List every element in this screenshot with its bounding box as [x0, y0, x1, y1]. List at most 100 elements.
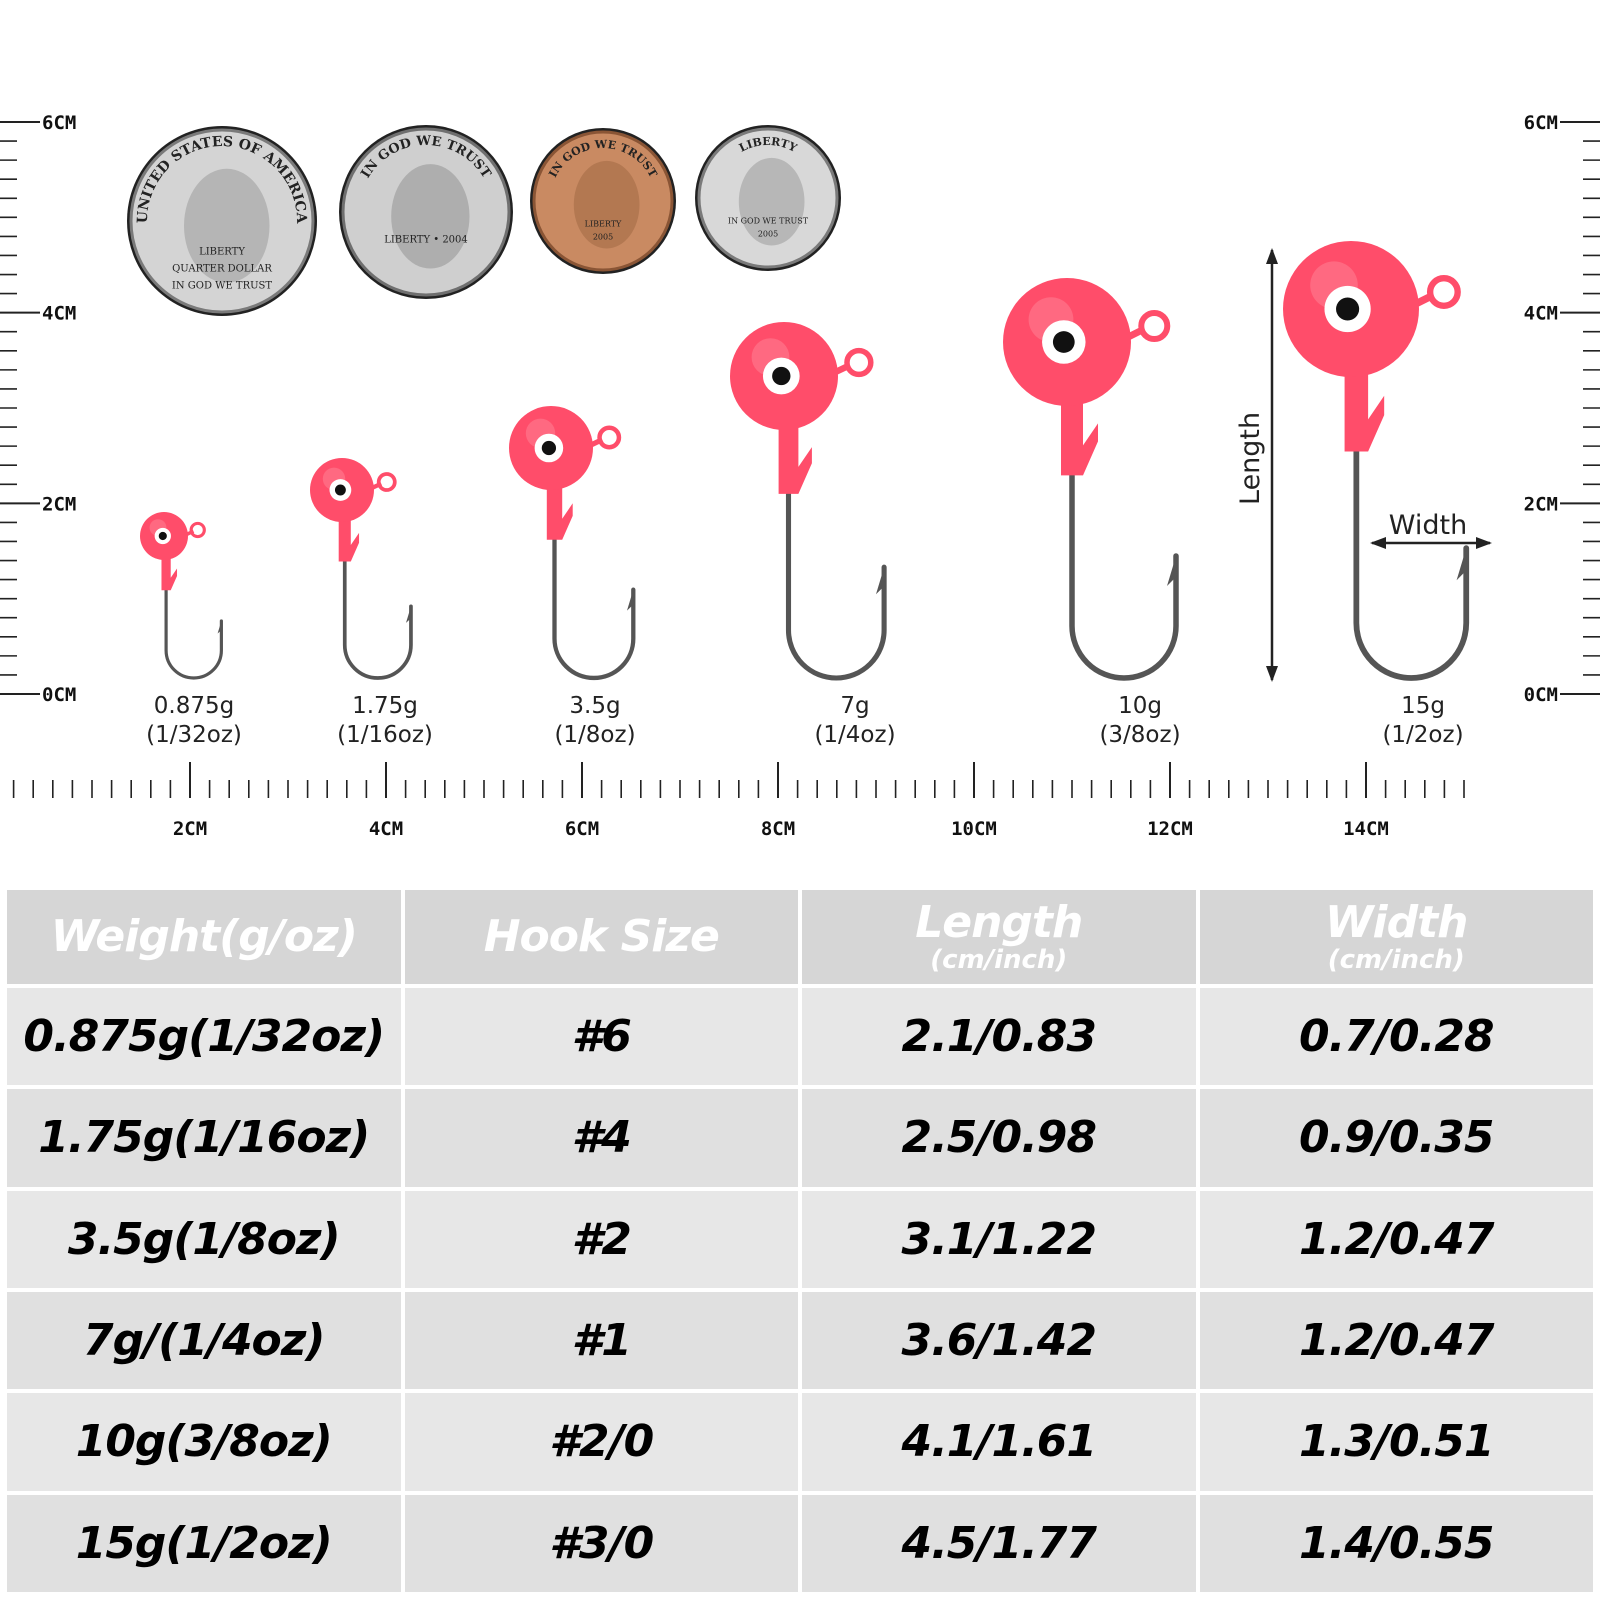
- hook: [342, 559, 413, 680]
- length-label: Length: [1235, 412, 1266, 505]
- ruler-label: 10CM: [951, 818, 997, 840]
- lures: 0.875g (1/32oz) 1.75g (1/16oz) 3.5g (1/8oz) 7g…: [140, 241, 1470, 748]
- jig-collar: [338, 509, 360, 562]
- cell-length: 3.6/1.42: [802, 1291, 1196, 1390]
- table-header-row: Weight(g/oz) Hook Size Length (cm/inch) W…: [7, 890, 1593, 984]
- line-tie-eye: [189, 521, 206, 539]
- cell-weight: 1.75g(1/16oz): [7, 1089, 401, 1187]
- ruler-label: 0CM: [42, 684, 76, 706]
- lure-oz-label: (1/32oz): [146, 722, 242, 748]
- cell-hook-size: #4: [404, 1089, 798, 1187]
- portrait-icon: [738, 157, 805, 246]
- coin-text: IN GOD WE TRUST: [728, 217, 809, 226]
- line-tie-eye: [844, 347, 874, 378]
- coin-text: LIBERTY: [199, 246, 245, 257]
- cell-weight: 0.875g(1/32oz): [7, 988, 401, 1086]
- size-figure: 6CM 4CM 2CM 0CM 6CM 4CM 2CM 0CM 2CM 4CM 6CM 8CM 10…: [0, 112, 1600, 840]
- jig-lure: 0.875g (1/32oz): [140, 512, 242, 748]
- cell-weight: 3.5g(1/8oz): [7, 1190, 401, 1288]
- cell-length: 2.1/0.83: [802, 988, 1196, 1086]
- ruler-label: 2CM: [42, 493, 76, 515]
- portrait-icon: [573, 160, 640, 249]
- jig-lure: 7g (1/4oz): [730, 322, 896, 748]
- coin-dime: LIBERTY IN GOD WE TRUST 2005: [695, 125, 841, 271]
- header-hook-size: Hook Size: [404, 890, 798, 984]
- hook-barb: [876, 567, 886, 595]
- table-row: 7g/(1/4oz) #1 3.6/1.42 1.2/0.47: [7, 1291, 1593, 1390]
- hook: [1353, 448, 1470, 681]
- cell-weight: 10g(3/8oz): [7, 1393, 401, 1491]
- cell-width: 1.3/0.51: [1199, 1393, 1593, 1491]
- portrait-icon: [184, 168, 270, 283]
- hook-barb: [217, 620, 223, 634]
- header-weight: Weight(g/oz): [7, 890, 401, 984]
- ruler-label: 2CM: [1524, 493, 1558, 515]
- cell-length: 4.1/1.61: [802, 1393, 1196, 1491]
- hook: [785, 491, 887, 681]
- header-width: Width (cm/inch): [1199, 890, 1593, 984]
- cell-length: 3.1/1.22: [802, 1190, 1196, 1288]
- coin-text: LIBERTY • 2004: [384, 234, 468, 245]
- ruler-label: 14CM: [1343, 818, 1389, 840]
- coin-text: 2005: [593, 233, 613, 242]
- lure-oz-label: (1/2oz): [1382, 722, 1463, 748]
- cell-hook-size: #3/0: [404, 1494, 798, 1592]
- hook: [552, 537, 636, 681]
- width-dimension: Width: [1370, 510, 1492, 549]
- coin-text: QUARTER DOLLAR: [172, 263, 272, 274]
- ruler-label: 2CM: [173, 818, 207, 840]
- cell-hook-size: #6: [404, 988, 798, 1086]
- ruler-label: 4CM: [1524, 303, 1558, 325]
- lure-oz-label: (1/16oz): [337, 722, 433, 748]
- coin-text: IN GOD WE TRUST: [172, 280, 272, 291]
- ruler-label: 0CM: [1524, 684, 1558, 706]
- cell-length: 4.5/1.77: [802, 1494, 1196, 1592]
- lure-weight-label: 1.75g: [352, 693, 418, 719]
- line-tie-eye: [1426, 275, 1461, 309]
- lure-weight-label: 3.5g: [569, 693, 620, 719]
- cell-hook-size: #1: [404, 1291, 798, 1390]
- table-row: 0.875g(1/32oz) #6 2.1/0.83 0.7/0.28: [7, 988, 1593, 1086]
- ruler-label: 12CM: [1147, 818, 1193, 840]
- left-ruler: 6CM 4CM 2CM 0CM: [0, 112, 76, 706]
- width-label: Width: [1389, 510, 1467, 541]
- right-ruler: 6CM 4CM 2CM 0CM: [1524, 112, 1600, 706]
- hook: [164, 588, 223, 680]
- line-tie-eye: [597, 425, 622, 450]
- coin-text: LIBERTY: [585, 220, 622, 229]
- spec-table: Weight(g/oz) Hook Size Length (cm/inch) W…: [3, 886, 1597, 1596]
- portrait-icon: [391, 164, 470, 269]
- lure-oz-label: (3/8oz): [1099, 722, 1180, 748]
- table-row: 1.75g(1/16oz) #4 2.5/0.98 0.9/0.35: [7, 1089, 1593, 1187]
- cell-weight: 15g(1/2oz): [7, 1494, 401, 1592]
- cell-hook-size: #2/0: [404, 1393, 798, 1491]
- lure-weight-label: 0.875g: [154, 693, 234, 719]
- length-dimension: Length: [1235, 248, 1278, 682]
- coin-text: 2005: [758, 230, 778, 239]
- cell-width: 0.9/0.35: [1199, 1089, 1593, 1187]
- hook-barb: [627, 589, 635, 611]
- ruler-label: 6CM: [42, 112, 76, 134]
- lure-oz-label: (1/8oz): [554, 722, 635, 748]
- jig-collar: [161, 550, 178, 591]
- hook-barb: [406, 606, 412, 623]
- lure-weight-label: 7g: [840, 693, 869, 719]
- cell-width: 1.2/0.47: [1199, 1190, 1593, 1288]
- ruler-label: 4CM: [42, 303, 76, 325]
- lure-weight-label: 15g: [1401, 693, 1445, 719]
- header-length: Length (cm/inch): [802, 890, 1196, 984]
- cell-weight: 7g/(1/4oz): [7, 1291, 401, 1390]
- hook: [1069, 472, 1179, 681]
- line-tie-eye: [376, 472, 397, 492]
- cell-width: 1.2/0.47: [1199, 1291, 1593, 1390]
- line-tie-eye: [1138, 310, 1171, 342]
- ruler-label: 6CM: [1524, 112, 1558, 134]
- cell-length: 2.5/0.98: [802, 1089, 1196, 1187]
- lure-oz-label: (1/4oz): [814, 722, 895, 748]
- cell-width: 1.4/0.55: [1199, 1494, 1593, 1592]
- lure-weight-label: 10g: [1118, 693, 1162, 719]
